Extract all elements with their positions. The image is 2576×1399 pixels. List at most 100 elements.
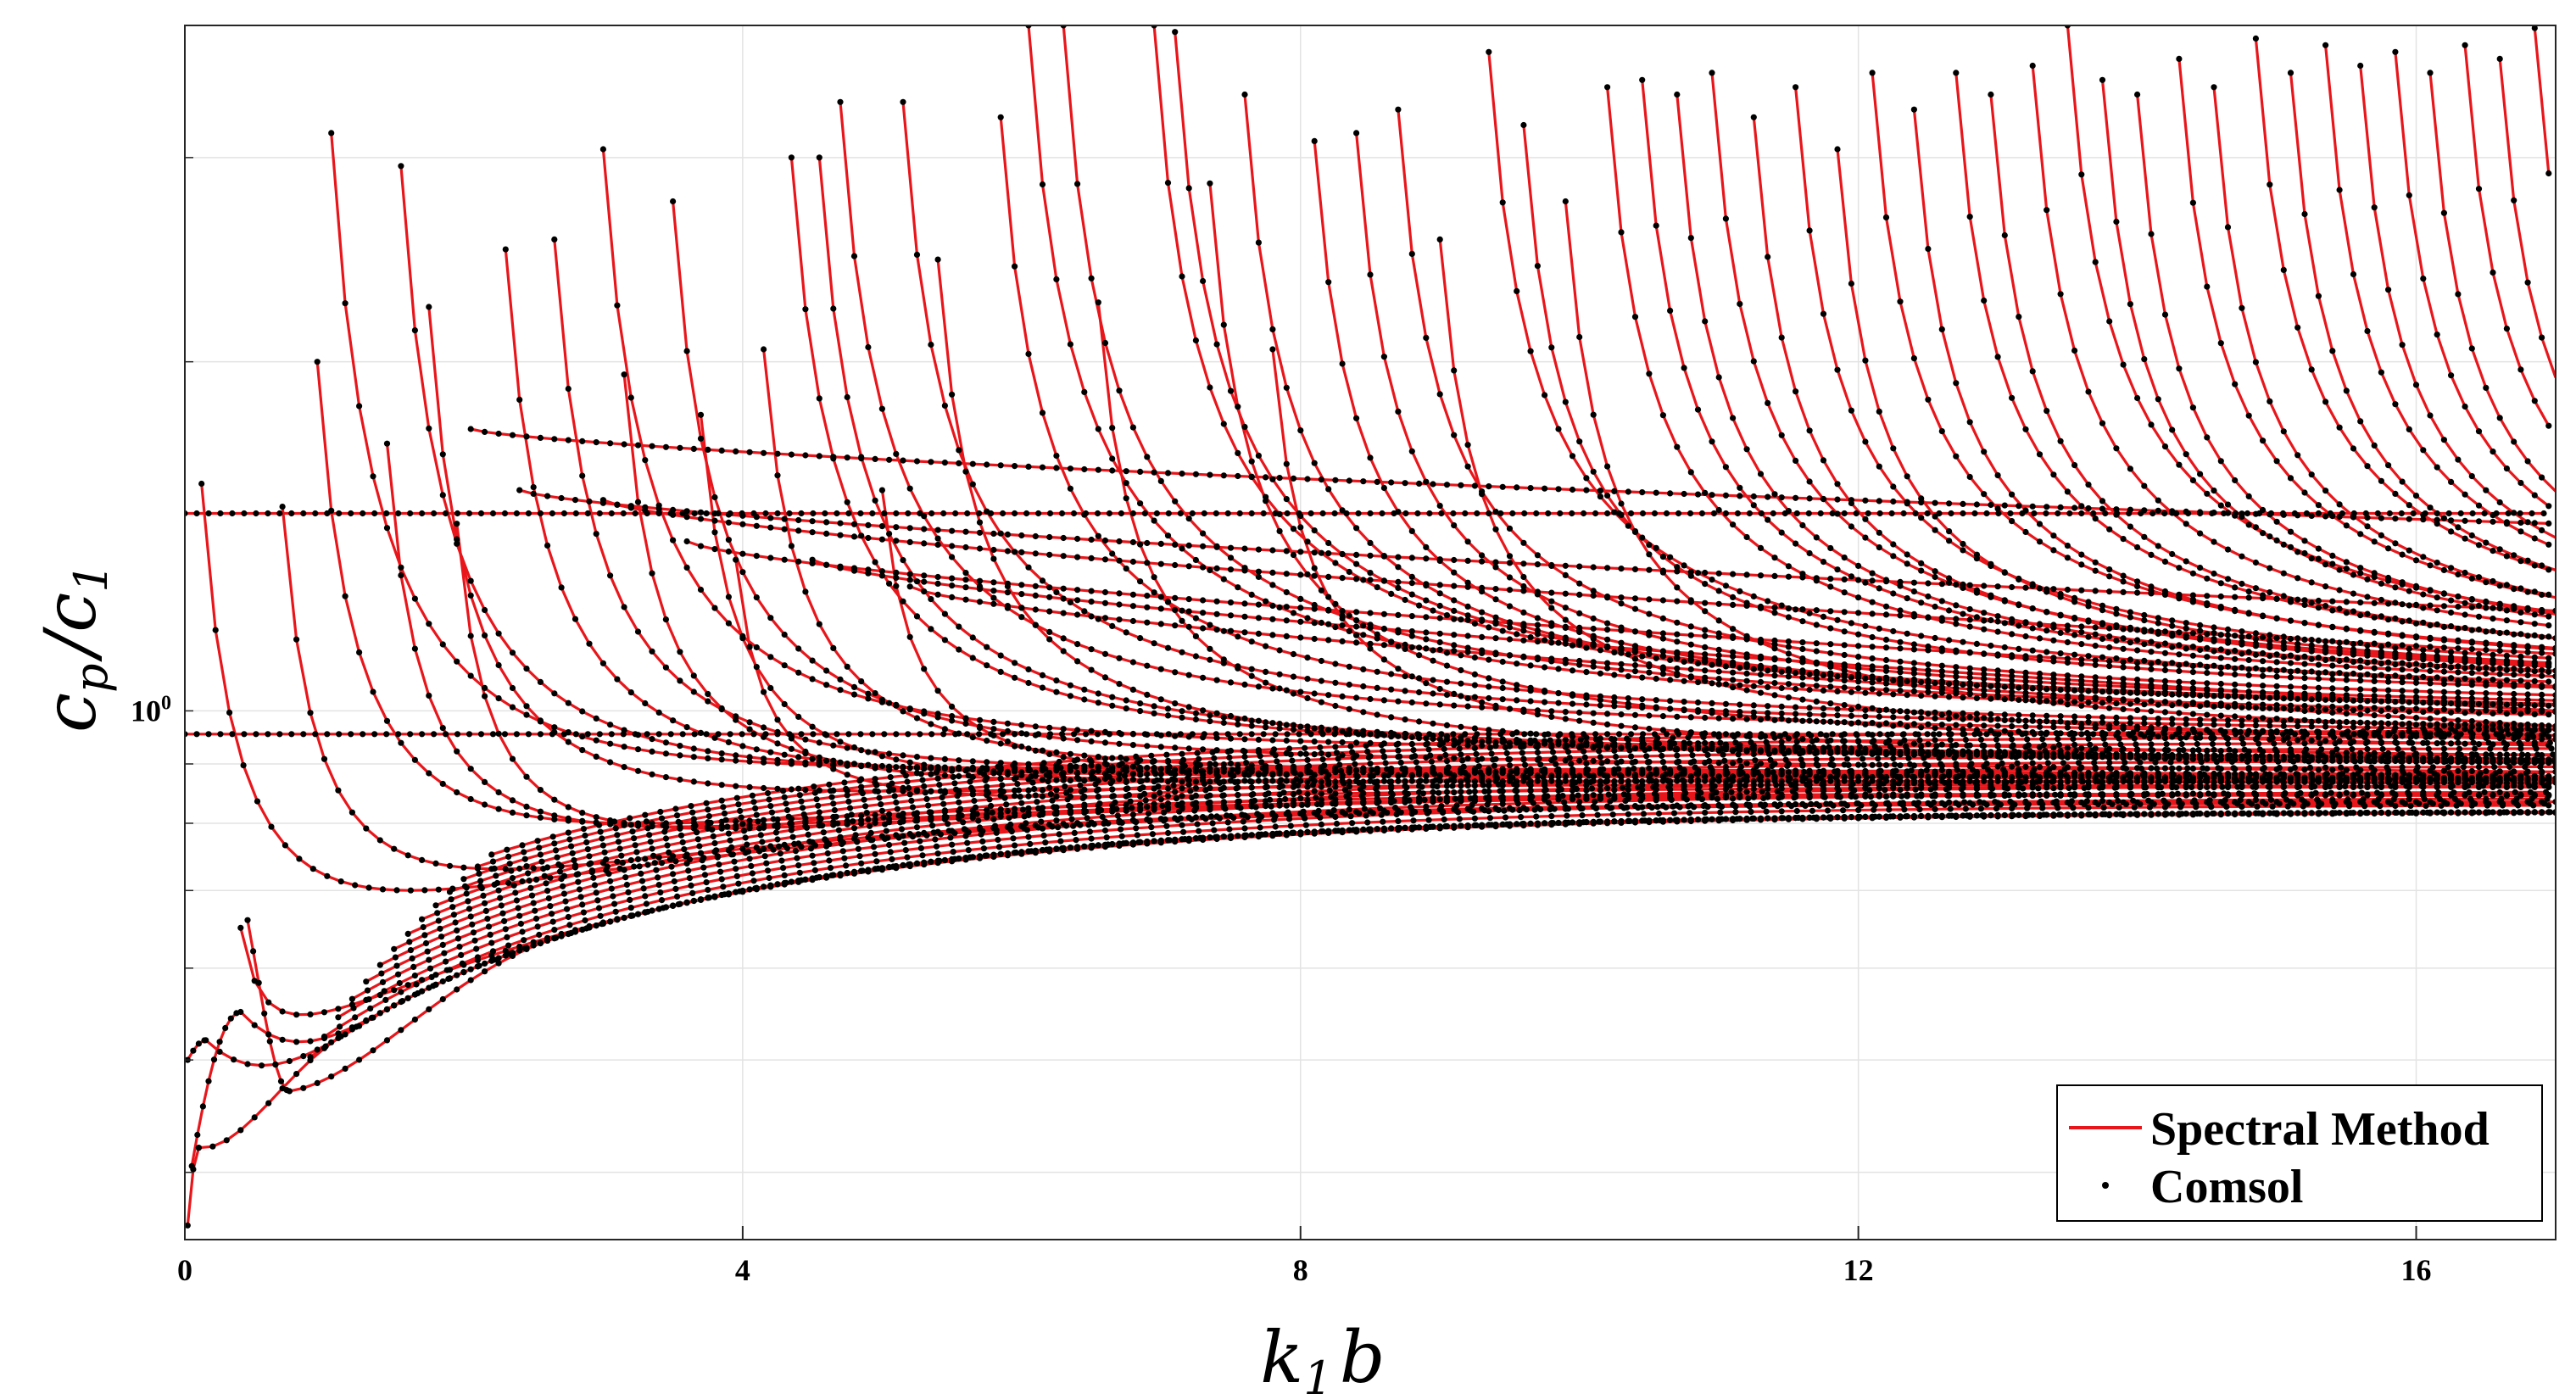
comsol-point (2343, 685, 2350, 693)
comsol-point (2357, 686, 2364, 693)
comsol-point (913, 754, 921, 761)
comsol-point (725, 594, 733, 600)
comsol-point (1276, 721, 1283, 727)
comsol-point (1081, 388, 1088, 395)
comsol-point (1486, 675, 1492, 682)
comsol-point (1715, 715, 1722, 722)
comsol-point (1918, 724, 1925, 731)
comsol-point (733, 716, 739, 723)
comsol-point (1451, 690, 1458, 698)
comsol-point (1046, 821, 1053, 828)
comsol-point (2057, 718, 2064, 725)
comsol-point (2434, 510, 2440, 517)
comsol-point (1053, 588, 1060, 596)
comsol-point (2364, 783, 2371, 791)
comsol-point (1793, 685, 1799, 693)
comsol-point (2469, 510, 2476, 517)
comsol-point (761, 817, 767, 823)
comsol-point (2503, 783, 2510, 791)
comsol-point (411, 327, 418, 334)
comsol-point (1074, 181, 1081, 187)
comsol-point (2044, 698, 2050, 705)
comsol-point (482, 632, 488, 639)
comsol-point (1750, 683, 1757, 689)
comsol-point (2364, 791, 2371, 799)
comsol-point (1771, 801, 1778, 808)
comsol-point (1423, 680, 1430, 687)
comsol-point (1360, 577, 1367, 583)
comsol-point (337, 878, 344, 885)
comsol-point (878, 696, 885, 703)
comsol-point (1053, 452, 1060, 460)
comsol-point (1646, 712, 1653, 719)
comsol-point (997, 652, 1004, 659)
comsol-point (1765, 683, 1771, 691)
comsol-point (1067, 777, 1073, 784)
comsol-point (691, 731, 698, 738)
comsol-point (878, 405, 885, 412)
comsol-point (1443, 662, 1451, 669)
comsol-point (952, 510, 959, 517)
comsol-point (1436, 755, 1443, 761)
comsol-point (802, 306, 809, 313)
comsol-point (934, 764, 941, 771)
comsol-point (1074, 641, 1081, 648)
comsol-point (2092, 687, 2099, 694)
comsol-point (1304, 676, 1311, 683)
comsol-point (1380, 697, 1387, 704)
comsol-point (2245, 682, 2252, 688)
comsol-point (1925, 711, 1932, 717)
comsol-point (906, 706, 913, 713)
comsol-point (2545, 711, 2552, 718)
comsol-point (1663, 731, 1670, 738)
comsol-point (2280, 753, 2287, 761)
comsol-point (2224, 783, 2232, 791)
comsol-point (1263, 668, 1269, 676)
comsol-point (1583, 787, 1590, 794)
comsol-point (2001, 696, 2008, 703)
comsol-point (1778, 668, 1785, 675)
comsol-point (226, 709, 233, 716)
comsol-point (2071, 699, 2078, 705)
comsol-point (928, 788, 934, 795)
comsol-point (1659, 713, 1666, 720)
comsol-point (1562, 778, 1569, 784)
comsol-point (2475, 700, 2483, 707)
comsol-point (1918, 678, 1925, 686)
comsol-point (1890, 677, 1897, 684)
comsol-point (1534, 773, 1541, 780)
comsol-point (1039, 410, 1046, 416)
comsol-point (229, 510, 236, 517)
comsol-point (1235, 766, 1241, 773)
comsol-point (2503, 726, 2510, 733)
comsol-point (830, 305, 837, 312)
comsol-point (1499, 684, 1506, 692)
comsol-point (383, 717, 391, 724)
comsol-point (1806, 717, 1813, 724)
comsol-point (593, 753, 599, 761)
comsol-point (1458, 680, 1464, 687)
comsol-point (1462, 510, 1469, 517)
comsol-point (1318, 778, 1324, 785)
comsol-point (1904, 778, 1910, 785)
comsol-point (837, 98, 844, 105)
comsol-point (1269, 346, 1276, 353)
comsol-point (1471, 778, 1478, 785)
comsol-point (878, 753, 885, 760)
comsol-point (928, 771, 934, 778)
comsol-point (1781, 731, 1788, 738)
comsol-point (1520, 609, 1527, 616)
comsol-point (1095, 763, 1101, 770)
comsol-point (2386, 510, 2393, 517)
comsol-point (1924, 731, 1931, 738)
comsol-point (1869, 655, 1876, 662)
comsol-point (2078, 686, 2085, 694)
comsol-point (1631, 711, 1639, 718)
comsol-point (1555, 690, 1562, 697)
comsol-point (393, 887, 400, 894)
comsol-point (2055, 510, 2061, 517)
comsol-point (2016, 717, 2022, 724)
comsol-point (1004, 720, 1011, 727)
comsol-point (2475, 722, 2483, 728)
